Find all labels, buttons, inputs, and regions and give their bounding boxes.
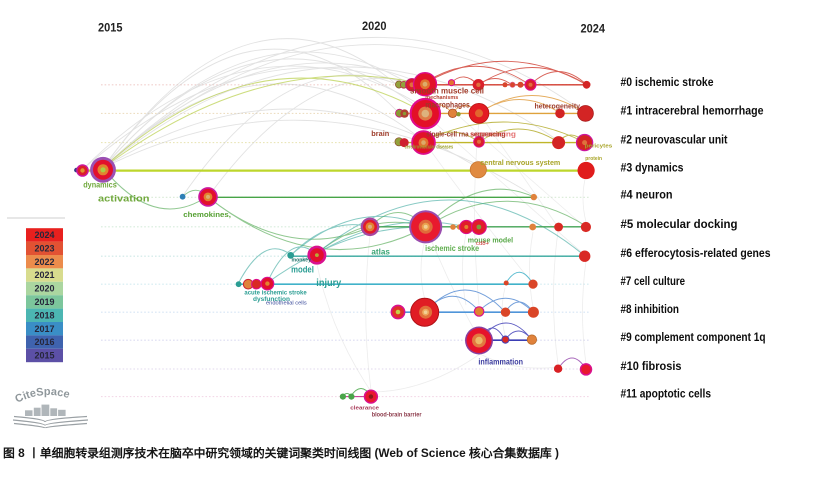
svg-text:monkey: monkey (292, 258, 312, 264)
svg-text:#2 neurovascular unit: #2 neurovascular unit (621, 133, 728, 147)
svg-text:macrophages: macrophages (425, 100, 470, 109)
svg-text:dysfunction: dysfunction (253, 296, 290, 303)
svg-text:smooth muscle cell: smooth muscle cell (410, 87, 484, 96)
svg-text:blood-brain barrier: blood-brain barrier (372, 413, 422, 419)
svg-text:mouse model: mouse model (468, 235, 513, 244)
svg-text:ischemic stroke: ischemic stroke (425, 244, 479, 253)
svg-text:2015: 2015 (98, 21, 123, 35)
svg-text:pericytes: pericytes (585, 144, 613, 150)
svg-text:mechanisms: mechanisms (425, 95, 458, 101)
svg-text:cerebrovascular diseases: cerebrovascular diseases (405, 145, 454, 151)
svg-text:clearance: clearance (350, 405, 379, 411)
svg-text:2021: 2021 (34, 270, 54, 280)
svg-text:2020: 2020 (34, 284, 54, 294)
svg-text:2020: 2020 (362, 19, 387, 33)
svg-text:activation: activation (98, 194, 150, 205)
svg-text:protein: protein (585, 156, 602, 162)
svg-text:brain: brain (371, 129, 389, 138)
svg-text:2022: 2022 (34, 257, 54, 267)
svg-text:endothelial cells: endothelial cells (266, 301, 307, 307)
svg-text:#7 cell culture: #7 cell culture (621, 274, 686, 288)
svg-text:图 8 丨单细胞转录组测序技术在脑卒中研究领域的关键词聚类时: 图 8 丨单细胞转录组测序技术在脑卒中研究领域的关键词聚类时间线图 (Web o… (3, 446, 559, 460)
svg-text:#10 fibrosis: #10 fibrosis (621, 359, 682, 373)
svg-text:#11 apoptotic cells: #11 apoptotic cells (621, 387, 712, 401)
svg-text:#3 dynamics: #3 dynamics (621, 161, 684, 175)
svg-text:2016: 2016 (34, 337, 54, 347)
svg-text:#4 neuron: #4 neuron (621, 187, 673, 201)
svg-text:atlas: atlas (371, 248, 390, 257)
svg-text:2024: 2024 (581, 21, 606, 35)
svg-text:2015: 2015 (34, 351, 54, 361)
svg-text:#0 ischemic stroke: #0 ischemic stroke (621, 75, 714, 89)
svg-text:2017: 2017 (34, 324, 54, 334)
svg-text:#1 intracerebral hemorrhage: #1 intracerebral hemorrhage (621, 103, 764, 117)
svg-text:2019: 2019 (34, 297, 54, 307)
svg-text:acute ischemic stroke: acute ischemic stroke (244, 289, 306, 296)
svg-text:heterogeneity: heterogeneity (535, 101, 581, 110)
svg-text:2023: 2023 (34, 243, 54, 253)
svg-text:cd8+: cd8+ (476, 241, 489, 247)
svg-text:2024: 2024 (34, 230, 54, 240)
svg-text:central nervous system: central nervous system (480, 160, 560, 167)
svg-text:#6 efferocytosis-related genes: #6 efferocytosis-related genes (621, 246, 771, 260)
svg-text:#5 molecular docking: #5 molecular docking (621, 217, 738, 231)
svg-text:#9 complement component 1q: #9 complement component 1q (621, 330, 766, 344)
svg-text:inflammation: inflammation (478, 357, 523, 366)
svg-text:model: model (291, 265, 314, 275)
svg-text:sequencing: sequencing (470, 129, 516, 138)
svg-text:single-cell rna sequencing: single-cell rna sequencing (426, 129, 505, 138)
svg-text:chemokines,: chemokines, (183, 210, 231, 219)
svg-text:2018: 2018 (34, 310, 54, 320)
svg-text:injury: injury (316, 278, 341, 289)
svg-text:dynamics: dynamics (83, 179, 117, 189)
svg-text:#8 inhibition: #8 inhibition (621, 302, 680, 316)
